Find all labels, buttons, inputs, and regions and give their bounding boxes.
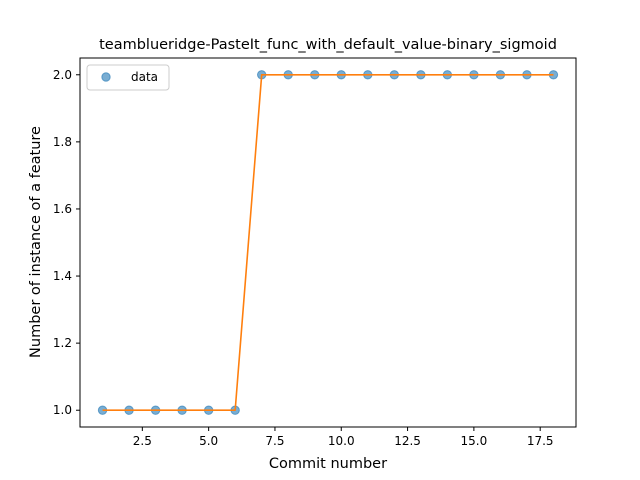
legend-box — [86, 64, 170, 91]
plot-area — [97, 70, 559, 415]
x-tick-label: 17.5 — [527, 434, 554, 448]
x-axis-label: Commit number — [269, 456, 387, 472]
chart-title: teamblueridge-PasteIt_func_with_default_… — [99, 37, 557, 53]
y-axis-ticks: 1.0 1.2 1.4 1.6 1.8 2.0 — [53, 68, 80, 417]
x-tick-label: 12.5 — [394, 434, 421, 448]
y-tick-label: 1.6 — [53, 202, 72, 216]
y-tick-label: 1.2 — [53, 336, 72, 350]
x-tick-label: 2.5 — [133, 434, 152, 448]
y-axis-label: Number of instance of a feature — [28, 126, 44, 358]
series-line — [102, 73, 554, 412]
x-axis-ticks: 2.5 5.0 7.5 10.0 12.5 15.0 17.5 — [133, 427, 554, 448]
legend-label: data — [131, 70, 158, 84]
y-tick-label: 2.0 — [53, 68, 72, 82]
x-tick-label: 10.0 — [328, 434, 355, 448]
legend-marker — [101, 72, 111, 82]
axes-frame — [79, 57, 577, 428]
y-tick-label: 1.4 — [53, 269, 72, 283]
y-tick-label: 1.0 — [53, 403, 72, 417]
y-tick-label: 1.8 — [53, 135, 72, 149]
x-tick-label: 5.0 — [199, 434, 218, 448]
x-tick-label: 15.0 — [461, 434, 488, 448]
x-tick-label: 7.5 — [265, 434, 284, 448]
legend: data — [86, 64, 170, 91]
